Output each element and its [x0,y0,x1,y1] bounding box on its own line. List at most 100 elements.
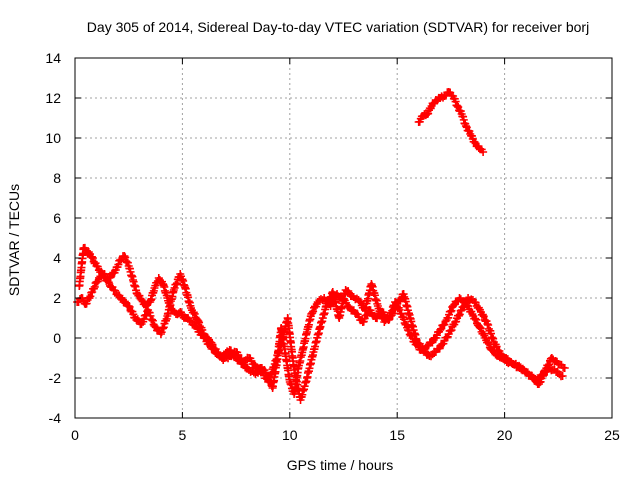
y-tick-label: -4 [49,410,62,426]
data-point-series-2 [190,309,199,318]
data-point-series-2 [93,262,102,271]
data-point-series-2 [388,309,397,318]
data-point-series-2 [87,252,96,261]
y-tick-label: 8 [53,170,61,186]
data-point-series-2 [539,370,548,379]
tick-layer: 0 5 10 15 20 25 -4 -2 0 2 4 6 8 10 12 14 [45,50,620,443]
data-point-series-2 [150,322,159,330]
data-point-series-1 [82,299,91,308]
data-point-series-2 [98,269,107,278]
data-point-series-3 [479,148,488,156]
data-point-series-2 [189,308,198,317]
data-point-series-2 [455,310,464,319]
x-tick-label: 0 [71,427,79,443]
data-point-series-3 [470,138,479,146]
data-point-series-1 [475,323,484,332]
data-point-series-1 [86,292,95,301]
data-point-series-2 [461,298,470,307]
data-point-series-2 [471,298,480,307]
data-point-series-2 [125,302,134,311]
data-point-series-2 [88,254,97,263]
data-point-series-1 [558,372,567,380]
y-tick-label: 0 [53,330,61,346]
data-point-series-1 [449,302,458,310]
data-point-series-1 [472,315,481,324]
data-point-series-2 [454,311,463,320]
data-point-series-2 [207,338,216,347]
data-point-series-2 [111,286,120,295]
data-point-series-2 [104,278,113,287]
data-point-series-2 [447,326,456,335]
data-point-series-1 [114,260,123,269]
x-tick-label: 25 [604,427,620,443]
data-point-series-1 [121,253,130,262]
y-tick-label: 12 [45,90,61,106]
plot-frame [74,57,613,419]
y-tick-label: 10 [45,130,61,146]
data-point-series-2 [387,311,396,320]
x-tick-label: 15 [389,427,405,443]
y-tick-label: 4 [53,250,61,266]
y-tick-label: 2 [53,290,61,306]
data-point-series-2 [327,289,336,298]
data-point-series-1 [447,306,456,315]
data-point-series-1 [309,307,318,316]
grid-layer [75,58,612,418]
data-point-series-1 [363,310,372,319]
data-point-series-2 [194,317,203,326]
y-tick-label: 14 [45,50,61,66]
data-point-series-2 [227,352,236,361]
data-point-series-1 [308,309,317,318]
data-point-series-2 [377,309,386,318]
data-point-series-2 [198,325,207,334]
chart-title: Day 305 of 2014, Sidereal Day-to-day VTE… [87,19,589,35]
data-point-series-1 [399,315,408,324]
x-tick-label: 5 [179,427,187,443]
y-axis-label: SDTVAR / TECUs [6,184,22,296]
y-tick-label: 6 [53,210,61,226]
data-point-series-2 [208,340,217,349]
data-point-series-2 [459,303,468,312]
data-layer [73,88,569,404]
data-point-series-1 [137,296,146,304]
data-point-series-2 [195,318,204,327]
data-point-series-2 [545,360,554,369]
data-point-series-1 [90,282,99,291]
data-point-series-1 [436,326,445,334]
data-point-series-2 [560,364,569,372]
data-point-series-1 [185,316,194,325]
data-point-series-1 [93,277,102,286]
data-point-series-3 [461,122,470,130]
data-point-series-2 [480,315,489,324]
data-point-series-2 [497,350,506,359]
data-point-series-1 [446,307,455,316]
x-tick-label: 20 [497,427,513,443]
data-point-series-1 [476,324,485,333]
x-axis-label: GPS time / hours [287,457,394,473]
data-point-series-2 [544,361,553,370]
data-point-series-2 [496,350,505,358]
data-point-series-2 [148,315,157,324]
data-point-series-2 [492,342,501,351]
data-point-series-1 [120,252,129,260]
data-point-series-2 [541,366,550,374]
data-point-series-2 [250,360,259,369]
data-point-series-2 [148,316,157,325]
data-point-series-2 [89,257,98,266]
data-point-series-1 [400,319,409,328]
data-point-series-2 [479,312,488,321]
data-point-series-1 [89,284,98,293]
data-point-series-2 [103,276,112,285]
data-point-series-2 [538,371,547,380]
data-point-series-3 [451,97,460,106]
data-point-series-1 [122,257,131,266]
x-tick-label: 10 [282,427,298,443]
data-point-series-1 [471,314,480,323]
data-point-series-2 [460,301,469,310]
y-tick-label: -2 [49,370,62,386]
data-point-series-2 [173,279,182,288]
data-point-series-1 [85,294,94,303]
data-point-series-1 [344,302,353,311]
data-point-series-3 [453,102,462,110]
